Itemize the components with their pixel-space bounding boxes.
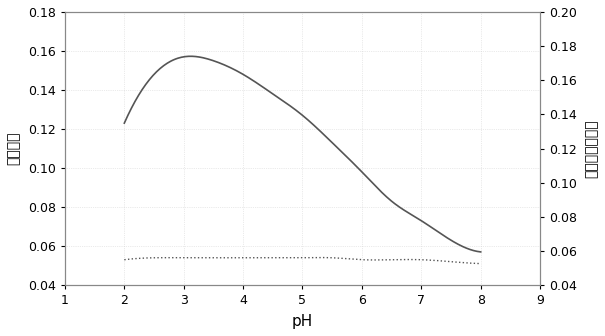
Y-axis label: 油酸乙酯生成量: 油酸乙酯生成量 <box>584 119 598 178</box>
Y-axis label: 酯化速率: 酯化速率 <box>7 132 21 165</box>
X-axis label: pH: pH <box>292 314 313 329</box>
